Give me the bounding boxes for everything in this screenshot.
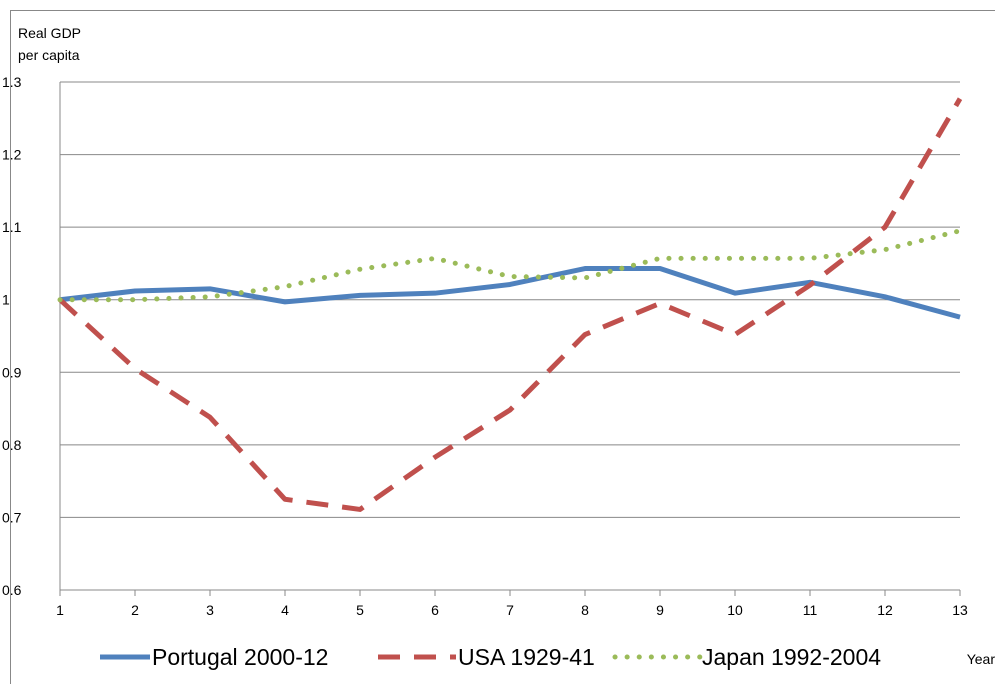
x-axis-label: Year [967, 651, 995, 667]
y-tick-label: 0.7 [2, 509, 22, 525]
y-tick-label: 1.1 [2, 219, 22, 235]
x-tick-label: 8 [581, 602, 589, 618]
x-tick-label: 11 [803, 602, 818, 618]
y-axis-label: Real GDP per capita [18, 25, 81, 63]
x-tick-label: 2 [131, 602, 139, 618]
y-tick-label: 1.2 [2, 147, 22, 163]
x-tick-label: 7 [506, 602, 514, 618]
y-tick-label: 1.3 [2, 74, 22, 90]
x-tick-label: 10 [727, 602, 743, 618]
y-tick-label: 0.6 [2, 582, 22, 598]
series-line [58, 97, 963, 512]
chart-border [10, 10, 995, 684]
x-tick-label: 1 [56, 602, 64, 618]
x-tick-label: 3 [206, 602, 214, 618]
x-tick-label: 5 [356, 602, 364, 618]
x-tick-label: 4 [281, 602, 289, 618]
y-tick-label: 1 [2, 292, 10, 308]
y-tick-label: 0.9 [2, 364, 22, 380]
legend-label: Japan 1992-2004 [702, 644, 881, 670]
series-line [59, 266, 961, 320]
x-tick-label: 6 [431, 602, 439, 618]
legend-label: Portugal 2000-12 [152, 644, 328, 670]
x-tick-label: 9 [656, 602, 664, 618]
x-tick-label: 12 [877, 602, 893, 618]
y-tick-label: 0.8 [2, 437, 22, 453]
legend-label: USA 1929-41 [458, 644, 595, 670]
x-tick-label: 13 [952, 602, 968, 618]
